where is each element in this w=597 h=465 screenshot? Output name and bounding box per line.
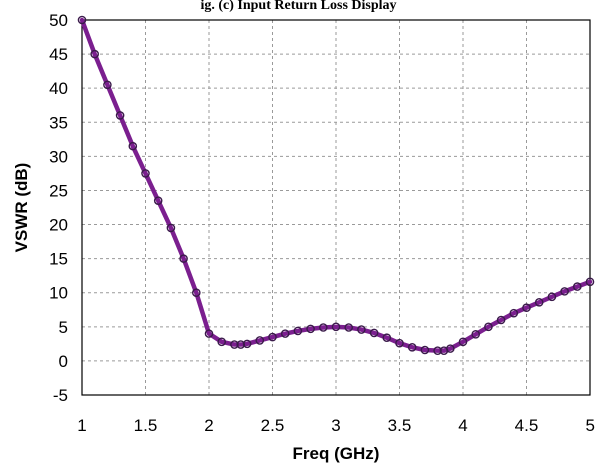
data-point	[306, 324, 315, 334]
data-point	[433, 346, 442, 355]
data-point	[344, 323, 354, 332]
data-point	[458, 337, 468, 347]
x-tick-label: 3.5	[388, 416, 412, 435]
data-point	[191, 288, 201, 298]
data-point	[560, 287, 569, 296]
x-tick-label: 1.5	[134, 416, 158, 435]
data-point	[445, 344, 455, 353]
data-point	[204, 329, 214, 338]
data-point	[573, 282, 582, 291]
data-point	[509, 308, 519, 318]
x-tick-label: 1	[77, 416, 86, 435]
data-point	[471, 330, 481, 339]
data-point	[153, 196, 163, 205]
data-point	[484, 322, 493, 332]
data-point	[242, 339, 252, 349]
data-point	[420, 345, 430, 355]
data-point	[115, 111, 125, 120]
data-point	[331, 322, 341, 332]
data-point	[534, 297, 544, 307]
data-point	[217, 337, 226, 347]
x-tick-label: 2	[204, 416, 213, 435]
data-point	[128, 141, 138, 151]
data-point	[166, 223, 176, 233]
series-line	[79, 17, 593, 353]
y-tick-label: 20	[49, 216, 68, 235]
y-tick-label: 30	[49, 147, 68, 166]
data-point	[369, 328, 379, 338]
y-tick-label: 5	[59, 318, 68, 337]
y-tick-label: 10	[49, 284, 68, 303]
data-point	[496, 315, 506, 325]
y-tick-label: 25	[49, 181, 68, 200]
y-tick-label: 45	[49, 45, 68, 64]
plot-frame	[81, 19, 591, 396]
data-point	[280, 329, 290, 338]
x-tick-label: 2.5	[261, 416, 285, 435]
data-point	[268, 332, 277, 342]
data-point	[395, 338, 404, 348]
data-point	[90, 49, 99, 59]
data-point	[407, 342, 417, 352]
x-axis-label: Freq (GHz)	[293, 444, 380, 463]
data-point	[522, 303, 531, 313]
y-tick-label: 0	[59, 352, 68, 371]
y-tick-label: 35	[49, 113, 68, 132]
x-tick-label: 5	[586, 416, 595, 435]
x-tick-label: 4	[458, 416, 467, 435]
x-tick-label: 4.5	[515, 416, 539, 435]
figure-caption: ig. (c) Input Return Loss Display	[200, 0, 397, 13]
y-tick-label: 50	[49, 11, 68, 30]
data-point	[357, 325, 366, 334]
data-point	[255, 336, 265, 345]
y-tick-label: -5	[53, 386, 68, 405]
y-tick-label: 15	[49, 250, 68, 269]
y-axis-label: VSWR (dB)	[12, 163, 31, 253]
data-point	[547, 292, 557, 302]
data-point	[236, 340, 246, 349]
data-point	[318, 323, 328, 332]
data-point	[103, 80, 112, 90]
data-point	[77, 15, 87, 25]
series-layer	[77, 15, 595, 355]
x-tick-labels: 1 1.5 2 2.5 3 3.5 4 4.5 5	[77, 416, 595, 435]
data-point	[585, 277, 595, 287]
data-point	[293, 326, 303, 336]
data-point	[179, 254, 188, 263]
data-point	[141, 169, 150, 178]
y-tick-label: 40	[49, 79, 68, 98]
data-point	[382, 333, 392, 343]
data-point	[230, 340, 239, 349]
x-tick-label: 3	[331, 416, 340, 435]
grid-lines	[81, 19, 591, 396]
